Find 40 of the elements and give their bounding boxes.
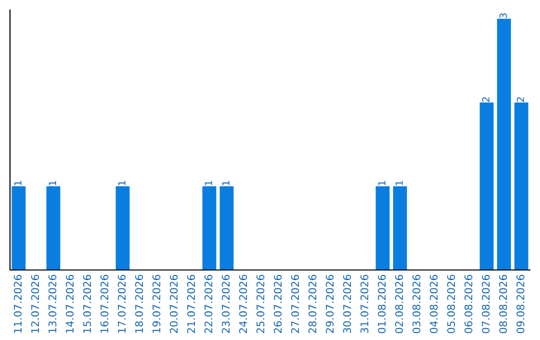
data-label: 1 — [222, 180, 230, 186]
x-tick-label: 25.07.2026 — [256, 274, 264, 334]
x-tick-label: 11.07.2026 — [14, 274, 22, 333]
x-tick-label: 18.07.2026 — [135, 274, 144, 333]
data-label: 1 — [396, 180, 403, 186]
x-tick-label: 09.08.2026 — [516, 274, 524, 334]
data-label: 1 — [14, 180, 22, 186]
x-tick-label: 26.07.2026 — [274, 274, 282, 334]
x-tick-label: 20.07.2026 — [170, 274, 178, 334]
x-tick-label: 28.07.2026 — [308, 274, 316, 334]
x-tick-label: 12.07.2026 — [31, 274, 40, 333]
x-tick-label: 27.07.2026 — [291, 274, 300, 334]
x-tick-label: 05.08.2026 — [447, 274, 456, 334]
x-tick-label: 06.08.2026 — [464, 274, 472, 334]
x-tick-label: 13.07.2026 — [48, 274, 56, 333]
x-tick-label: 03.08.2026 — [412, 274, 420, 334]
x-tick-label: 31.07.2026 — [360, 274, 368, 334]
x-tick-label: 02.08.2026 — [395, 274, 404, 334]
x-tick-label: 08.08.2026 — [499, 274, 508, 334]
x-tick-label: 15.07.2026 — [83, 274, 92, 333]
data-label: 1 — [204, 180, 212, 186]
data-label: 1 — [378, 180, 386, 186]
x-tick-label: 30.07.2026 — [343, 274, 352, 334]
x-tick-label: 24.07.2026 — [239, 274, 248, 334]
data-label: 2 — [482, 97, 490, 102]
x-tick-label: 21.07.2026 — [187, 274, 196, 334]
x-tick-label: 14.07.2026 — [66, 274, 74, 333]
x-tick-label: 19.07.2026 — [152, 274, 160, 333]
x-tick-label: 01.08.2026 — [378, 274, 386, 334]
x-tick-label: 07.08.2026 — [482, 274, 490, 334]
data-label: 2 — [516, 97, 524, 102]
x-tick-label: 29.07.2026 — [326, 274, 334, 334]
data-label: 1 — [118, 180, 126, 186]
data-label: 1 — [48, 180, 56, 186]
x-tick-label: 04.08.2026 — [430, 274, 438, 334]
x-tick-label: 16.07.2026 — [100, 274, 108, 333]
x-tick-label: 17.07.2026 — [118, 274, 126, 333]
x-tick-label: 22.07.2026 — [204, 274, 212, 334]
x-tick-label: 23.07.2026 — [222, 274, 230, 334]
data-label: 3 — [499, 13, 507, 18]
